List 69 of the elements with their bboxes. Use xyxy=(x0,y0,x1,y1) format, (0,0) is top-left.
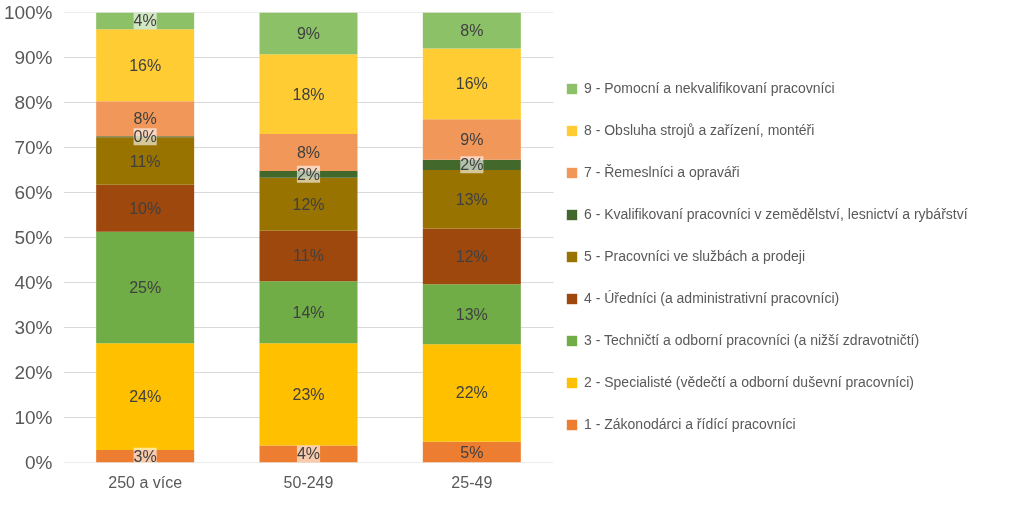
data-label: 25% xyxy=(129,278,162,296)
bar xyxy=(422,344,521,442)
data-label: 11% xyxy=(293,247,324,265)
data-label: 9% xyxy=(460,130,484,148)
bar xyxy=(422,48,521,120)
legend-label: 3 - Techničtí a odborní pracovníci (a nižší zdravotničtí) xyxy=(584,332,920,348)
y-tick-label: 60% xyxy=(14,182,53,203)
data-label: 4% xyxy=(133,12,157,30)
legend-label: 2 - Specialisté (vědečtí a odborní duševní pracovníci) xyxy=(584,374,914,390)
bar xyxy=(259,170,358,178)
bar xyxy=(422,12,521,49)
data-label: 11% xyxy=(129,152,161,170)
bar xyxy=(422,119,521,160)
y-tick-label: 0% xyxy=(25,452,53,473)
data-label: 16% xyxy=(455,75,488,93)
data-label: 2% xyxy=(460,156,484,174)
y-tick-label: 70% xyxy=(14,137,53,158)
bar xyxy=(422,228,521,285)
data-label: 18% xyxy=(292,85,325,103)
bar xyxy=(96,343,195,450)
data-label: 8% xyxy=(133,110,157,128)
data-label: 16% xyxy=(129,56,162,74)
legend-label: 8 - Obsluha strojů a zařízení, montéři xyxy=(584,122,815,138)
x-tick-label: 250 a více xyxy=(108,473,183,491)
bar xyxy=(96,12,195,30)
y-tick-label: 50% xyxy=(14,227,53,248)
data-label: 13% xyxy=(455,190,488,208)
y-tick-label: 90% xyxy=(14,47,53,68)
data-label: 10% xyxy=(129,199,162,217)
data-label: 3% xyxy=(133,447,157,465)
data-label: 22% xyxy=(455,384,488,402)
data-label: 4% xyxy=(296,445,321,463)
bar xyxy=(259,445,358,463)
legend-label: 9 - Pomocní a nekvalifikovaní pracovníci xyxy=(584,80,835,96)
data-label: 8% xyxy=(296,143,321,161)
bar xyxy=(422,170,521,229)
data-label: 8% xyxy=(460,22,484,39)
data-label: 23% xyxy=(292,385,325,403)
data-label: 0% xyxy=(133,128,157,146)
legend-label: 4 - Úředníci (a administrativní pracovníci) xyxy=(584,290,840,306)
data-label: 9% xyxy=(296,24,321,42)
bar xyxy=(259,281,358,344)
data-label: 13% xyxy=(455,305,488,323)
data-label: 2% xyxy=(296,165,321,183)
data-label: 24% xyxy=(129,388,162,406)
bar xyxy=(96,184,195,232)
bar xyxy=(259,12,358,55)
y-tick-label: 30% xyxy=(14,317,53,338)
bar xyxy=(259,343,358,446)
y-tick-label: 10% xyxy=(14,407,53,428)
bar xyxy=(422,284,521,345)
x-tick-label: 50-249 xyxy=(283,473,334,491)
y-tick-label: 80% xyxy=(14,92,53,113)
legend-label: 5 - Pracovníci ve službách a prodeji xyxy=(584,248,805,264)
y-tick-label: 40% xyxy=(14,272,53,293)
data-label: 12% xyxy=(455,247,488,265)
bar xyxy=(259,54,358,134)
legend-label: 6 - Kvalifikovaní pracovníci v zemědělství, lesnictví a rybářství xyxy=(584,206,968,222)
legend-label: 1 - Zákonodárci a řídící pracovníci xyxy=(584,416,796,432)
bar xyxy=(259,230,358,282)
y-tick-label: 20% xyxy=(14,362,53,383)
x-tick-label: 25-49 xyxy=(451,473,493,491)
bar xyxy=(96,231,195,344)
legend-label: 7 - Řemeslníci a opraváři xyxy=(584,164,740,180)
data-label: 12% xyxy=(292,195,325,213)
y-tick-label: 100% xyxy=(3,2,53,23)
data-label: 14% xyxy=(292,303,325,321)
bar xyxy=(96,29,195,102)
data-label: 5% xyxy=(460,443,484,461)
